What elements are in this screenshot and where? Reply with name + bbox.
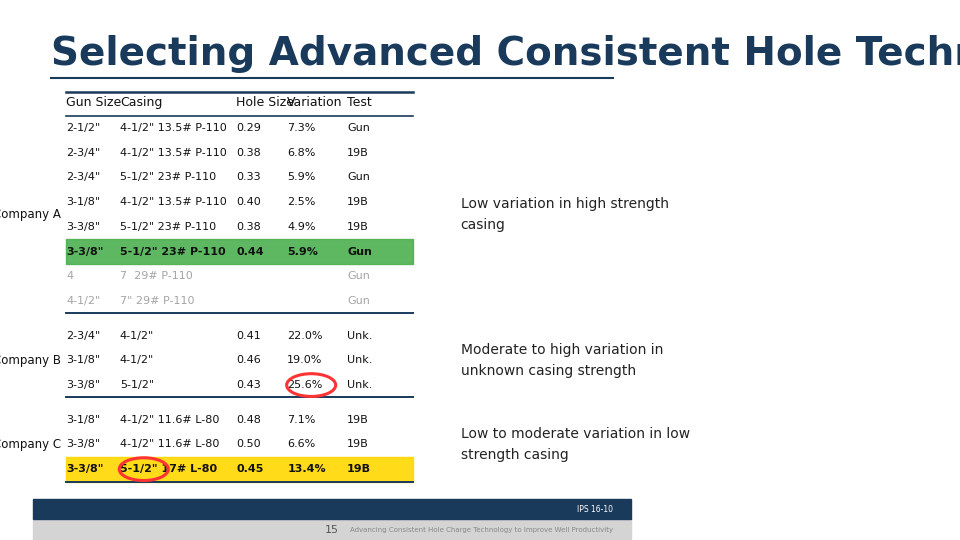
Text: 7.1%: 7.1%: [287, 415, 316, 424]
Text: Gun: Gun: [348, 123, 370, 133]
Text: Unk.: Unk.: [348, 330, 372, 341]
Text: Advancing Consistent Hole Charge Technology to Improve Well Productivity: Advancing Consistent Hole Charge Technol…: [350, 526, 613, 533]
Text: 25.6%: 25.6%: [287, 380, 323, 390]
Text: 3-3/8": 3-3/8": [66, 464, 104, 474]
Text: 5.9%: 5.9%: [287, 247, 318, 256]
Text: Gun: Gun: [348, 247, 372, 256]
Text: 19B: 19B: [348, 197, 369, 207]
Text: Company C: Company C: [0, 438, 61, 451]
Text: 4-1/2" 11.6# L-80: 4-1/2" 11.6# L-80: [120, 415, 219, 424]
Text: 0.45: 0.45: [236, 464, 264, 474]
Text: 3-3/8": 3-3/8": [66, 440, 100, 449]
Bar: [34, 518, 631, 540]
Text: Company A: Company A: [0, 208, 61, 221]
Text: 0.48: 0.48: [236, 415, 261, 424]
Text: Unk.: Unk.: [348, 355, 372, 366]
Text: 19B: 19B: [348, 147, 369, 158]
Text: 0.44: 0.44: [236, 247, 264, 256]
Text: 7.3%: 7.3%: [287, 123, 316, 133]
Text: 19B: 19B: [348, 440, 369, 449]
Text: 0.29: 0.29: [236, 123, 261, 133]
Text: 4-1/2": 4-1/2": [120, 355, 155, 366]
Bar: [66, 239, 413, 264]
Text: 15: 15: [325, 525, 339, 535]
Text: 3-1/8": 3-1/8": [66, 197, 100, 207]
Text: 4: 4: [66, 271, 73, 281]
Text: 6.6%: 6.6%: [287, 440, 316, 449]
Text: 19B: 19B: [348, 222, 369, 232]
Text: 4-1/2" 13.5# P-110: 4-1/2" 13.5# P-110: [120, 147, 227, 158]
Text: 5-1/2" 23# P-110: 5-1/2" 23# P-110: [120, 172, 216, 183]
Text: 5-1/2": 5-1/2": [120, 380, 154, 390]
Text: 0.40: 0.40: [236, 197, 261, 207]
Text: 7" 29# P-110: 7" 29# P-110: [120, 296, 194, 306]
Text: 2-1/2": 2-1/2": [66, 123, 100, 133]
Text: Hole Size: Hole Size: [236, 96, 295, 109]
Text: Gun: Gun: [348, 271, 370, 281]
Text: 2-3/4": 2-3/4": [66, 330, 100, 341]
Text: Moderate to high variation in
unknown casing strength: Moderate to high variation in unknown ca…: [461, 343, 663, 377]
Text: Selecting Advanced Consistent Hole Technology: Selecting Advanced Consistent Hole Techn…: [51, 35, 960, 73]
Text: 2.5%: 2.5%: [287, 197, 316, 207]
Text: 19B: 19B: [348, 464, 372, 474]
Text: IPS 16-10: IPS 16-10: [577, 505, 613, 514]
Text: 0.38: 0.38: [236, 222, 261, 232]
Text: 3-1/8": 3-1/8": [66, 415, 100, 424]
Text: 3-3/8": 3-3/8": [66, 222, 100, 232]
Text: Gun: Gun: [348, 172, 370, 183]
Text: 7  29# P-110: 7 29# P-110: [120, 271, 193, 281]
Text: 0.41: 0.41: [236, 330, 261, 341]
Text: 5-1/2" 23# P-110: 5-1/2" 23# P-110: [120, 247, 226, 256]
Text: Gun: Gun: [348, 296, 370, 306]
Text: 4-1/2": 4-1/2": [66, 296, 100, 306]
Text: Variation: Variation: [287, 96, 343, 109]
Text: Low to moderate variation in low
strength casing: Low to moderate variation in low strengt…: [461, 427, 690, 462]
Text: 0.46: 0.46: [236, 355, 261, 366]
Text: Casing: Casing: [120, 96, 162, 109]
Text: 19B: 19B: [348, 415, 369, 424]
Text: 13.4%: 13.4%: [287, 464, 325, 474]
Text: 3-3/8": 3-3/8": [66, 380, 100, 390]
Text: Test: Test: [348, 96, 372, 109]
Text: Low variation in high strength
casing: Low variation in high strength casing: [461, 197, 669, 232]
Text: 4-1/2" 11.6# L-80: 4-1/2" 11.6# L-80: [120, 440, 219, 449]
Bar: [66, 457, 413, 482]
Text: 3-1/8": 3-1/8": [66, 355, 100, 366]
Text: 2-3/4": 2-3/4": [66, 172, 100, 183]
Text: 0.50: 0.50: [236, 440, 261, 449]
Text: 4-1/2" 13.5# P-110: 4-1/2" 13.5# P-110: [120, 197, 227, 207]
Text: 5-1/2" 23# P-110: 5-1/2" 23# P-110: [120, 222, 216, 232]
Text: 4-1/2": 4-1/2": [120, 330, 155, 341]
Text: 0.33: 0.33: [236, 172, 261, 183]
Text: 0.43: 0.43: [236, 380, 261, 390]
Bar: [34, 499, 631, 519]
Text: Unk.: Unk.: [348, 380, 372, 390]
Text: 3-3/8": 3-3/8": [66, 247, 104, 256]
Text: 2-3/4": 2-3/4": [66, 147, 100, 158]
Text: Gun Size: Gun Size: [66, 96, 121, 109]
Text: 4-1/2" 13.5# P-110: 4-1/2" 13.5# P-110: [120, 123, 227, 133]
Text: 5.9%: 5.9%: [287, 172, 316, 183]
Text: 4.9%: 4.9%: [287, 222, 316, 232]
Text: 0.38: 0.38: [236, 147, 261, 158]
Text: 6.8%: 6.8%: [287, 147, 316, 158]
Text: 22.0%: 22.0%: [287, 330, 323, 341]
Text: Company B: Company B: [0, 354, 61, 367]
Text: 5-1/2" 17# L-80: 5-1/2" 17# L-80: [120, 464, 217, 474]
Text: 19.0%: 19.0%: [287, 355, 323, 366]
